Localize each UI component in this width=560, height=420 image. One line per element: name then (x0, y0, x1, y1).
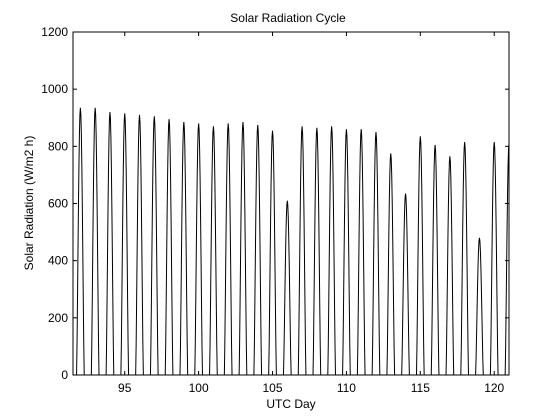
x-tick-label: 110 (337, 381, 356, 395)
y-tick-label: 600 (48, 197, 68, 211)
x-tick-label: 95 (118, 381, 132, 395)
x-tick-label: 120 (484, 381, 504, 395)
y-tick-label: 200 (48, 311, 68, 325)
x-axis: 95 100 105 110 115 120 (118, 32, 505, 395)
y-tick-label: 800 (48, 139, 68, 153)
x-tick-label: 100 (189, 381, 209, 395)
x-tick-label: 115 (411, 381, 430, 395)
y-tick-label: 0 (61, 368, 68, 382)
chart-title: Solar Radiation Cycle (230, 11, 346, 25)
x-axis-label: UTC Day (266, 397, 315, 411)
y-axis: 0 200 400 600 800 1000 1200 (41, 25, 509, 382)
y-tick-label: 400 (48, 254, 68, 268)
y-tick-label: 1000 (41, 82, 68, 96)
y-axis-label: Solar Radiation (W/m2 h) (22, 136, 36, 271)
series-layer (73, 107, 510, 376)
x-tick-label: 105 (263, 381, 283, 395)
y-tick-label: 1200 (41, 25, 68, 39)
solar-radiation-series-line (73, 107, 510, 376)
plot-area (73, 32, 509, 375)
